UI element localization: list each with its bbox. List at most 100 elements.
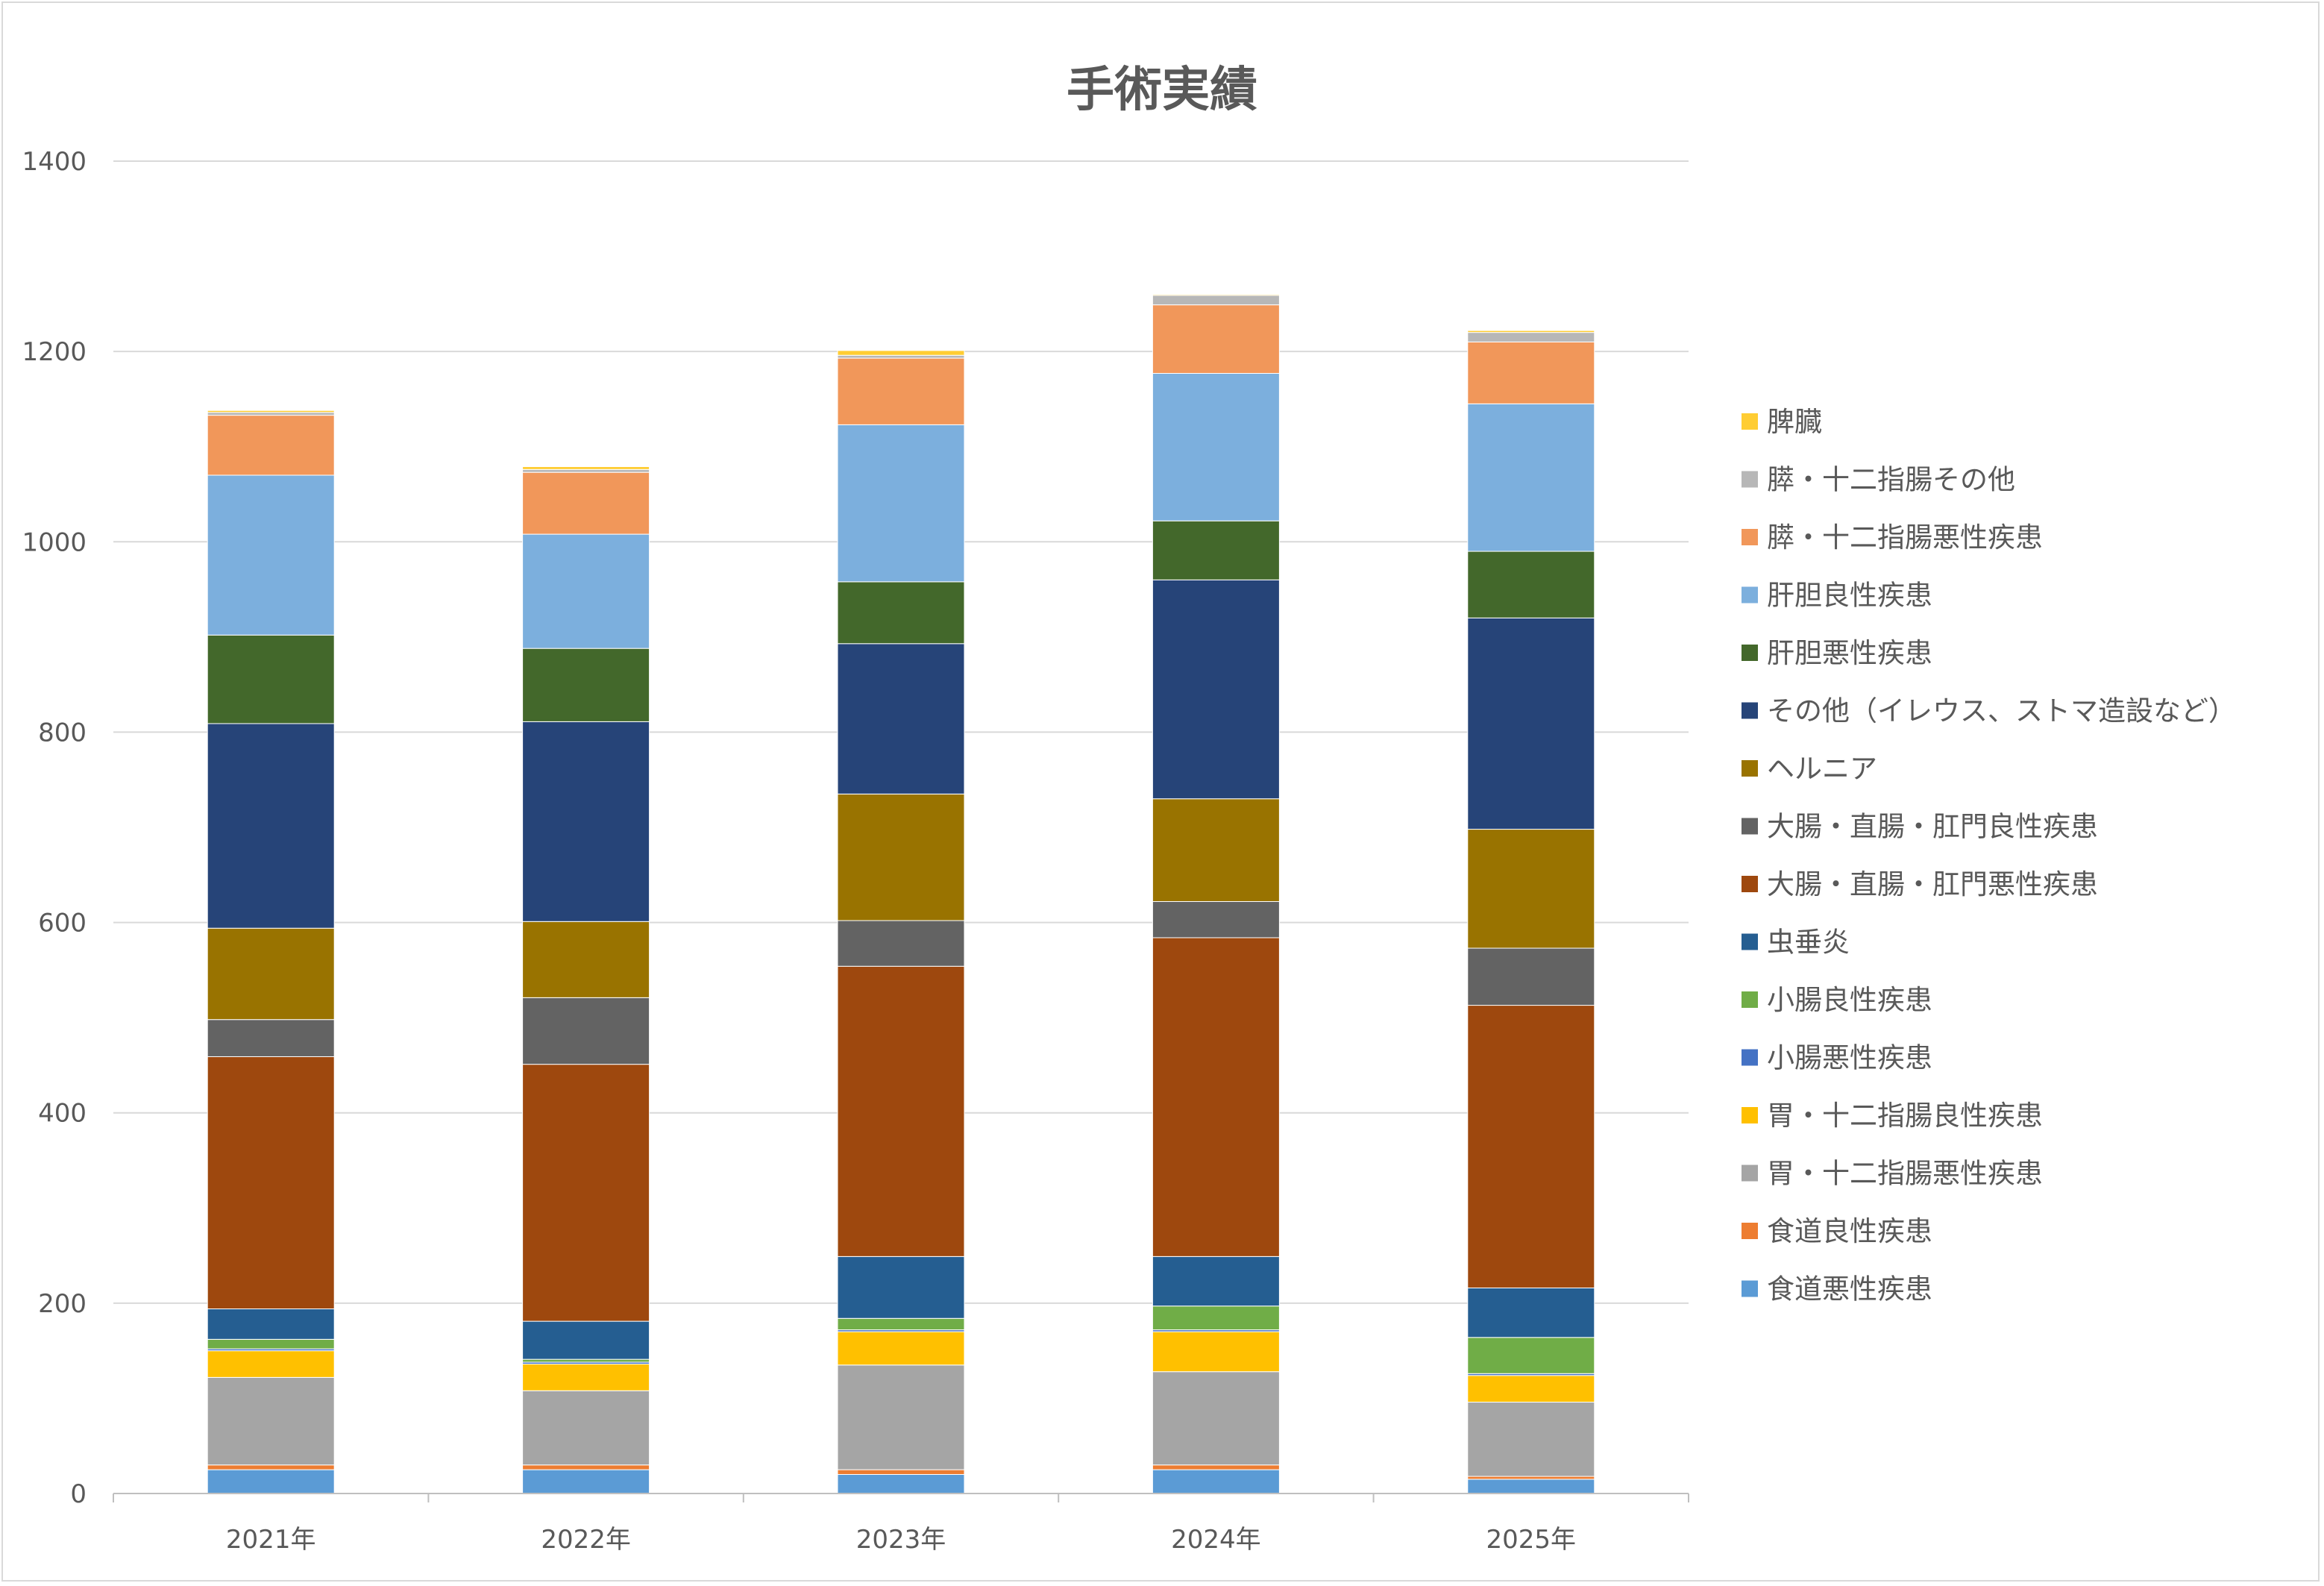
bar-segment [207,1376,335,1466]
bar-segment [837,1331,965,1366]
bar-segment [837,1364,965,1470]
legend-label: 膵・十二指腸悪性疾患 [1767,521,2043,554]
bar-segment [837,1469,965,1475]
bar-segment [522,721,650,922]
legend-swatch [1742,991,1758,1008]
bar-segment [837,920,965,967]
x-tick-label: 2022年 [541,1525,631,1555]
bar-segment [837,793,965,921]
x-tick-label: 2025年 [1486,1525,1577,1555]
legend-swatch [1742,933,1758,950]
bar-segment [1467,1479,1595,1494]
bar-segment [837,581,965,645]
bar-segment [522,468,650,473]
bar-segment [207,1338,335,1350]
bar-segment [1152,1256,1280,1307]
bar-segment [522,921,650,998]
bar-segment [1152,1331,1280,1373]
bar-segment [522,1064,650,1322]
legend-label: 膵・十二指腸その他 [1767,464,2015,496]
bar-segment [207,1056,335,1310]
legend-swatch [1742,1223,1758,1239]
bar-segment [207,410,335,413]
bar-segment [1467,1476,1595,1480]
x-tick-label: 2023年 [856,1525,946,1555]
legend-swatch [1742,1165,1758,1182]
legend-swatch [1742,818,1758,835]
legend-swatch [1742,1107,1758,1123]
bar-segment [1467,1375,1595,1403]
x-axis-tick-labels: 2021年 2022年 2023年 2024年 2025年 [226,1525,1576,1555]
bars [207,294,1595,1494]
y-tick-label: 1000 [22,527,87,557]
bar-segment [837,424,965,583]
x-axis [113,1493,1689,1502]
bar-segment [837,1473,965,1494]
bar-segment [837,643,965,794]
legend-swatch [1742,586,1758,604]
bar-segment [837,350,965,356]
legend-label: 胃・十二指腸悪性疾患 [1767,1158,2043,1190]
bar-segment [522,466,650,470]
bar-segment [1467,332,1595,342]
legend-swatch [1742,1049,1758,1066]
bar-segment [1152,1464,1280,1470]
x-tick-label: 2024年 [1171,1525,1261,1555]
y-tick-label: 400 [38,1099,87,1129]
bar-segment [1467,341,1595,404]
bar-segment [522,533,650,649]
bar-segment [1152,798,1280,903]
bar-segment [1467,617,1595,830]
bar-segment [207,1350,335,1378]
legend-label: 胃・十二指腸良性疾患 [1767,1100,2043,1132]
bar-segment [1467,403,1595,552]
legend-label: 虫垂炎 [1767,927,1850,959]
bar-segment [522,1464,650,1470]
bar-segment [207,1464,335,1470]
bar-segment [522,648,650,722]
legend-swatch [1742,876,1758,892]
bar-segment [837,965,965,1257]
x-tick-label: 2021年 [226,1525,316,1555]
bar-segment [522,1358,650,1363]
y-tick-label: 800 [38,718,87,747]
legend-label: 小腸悪性疾患 [1767,1042,1932,1074]
bar-segment [522,1320,650,1360]
y-tick-label: 600 [38,909,87,938]
bar-segment [1152,304,1280,374]
bar-segment [1467,829,1595,949]
bar-segment [1467,1287,1595,1338]
bar-segment [207,412,335,416]
bar-segment [207,474,335,636]
bar-segment [837,354,965,359]
bar-segment [1467,1402,1595,1477]
bar-segment [522,1469,650,1494]
bar-segment [1467,330,1595,333]
bar-segment [1152,295,1280,306]
bar-segment [1152,372,1280,521]
bar-segment [1467,551,1595,618]
bar-segment [1467,1337,1595,1374]
bar-segment [522,997,650,1065]
bar-segment [1467,947,1595,1006]
bar-segment [207,1019,335,1057]
bar-segment [207,723,335,929]
bar-segment [1152,1306,1280,1331]
bar-segment [1152,901,1280,938]
bar-segment [207,634,335,724]
legend-swatch [1742,645,1758,661]
bar-segment [207,1469,335,1494]
legend-swatch [1742,760,1758,777]
bar-segment [1152,1371,1280,1466]
bar-segment [1152,579,1280,800]
bar-segment [522,1390,650,1466]
bar-segment [1152,520,1280,580]
bar-segment [837,1317,965,1331]
legend-label: 食道悪性疾患 [1767,1273,1932,1306]
y-tick-label: 1200 [22,337,87,367]
legend-swatch [1742,471,1758,488]
y-axis-tick-labels: 0 200 400 600 800 1000 1200 1400 [22,147,87,1509]
legend-swatch [1742,702,1758,719]
legend-label: 肝胆良性疾患 [1767,580,1932,612]
